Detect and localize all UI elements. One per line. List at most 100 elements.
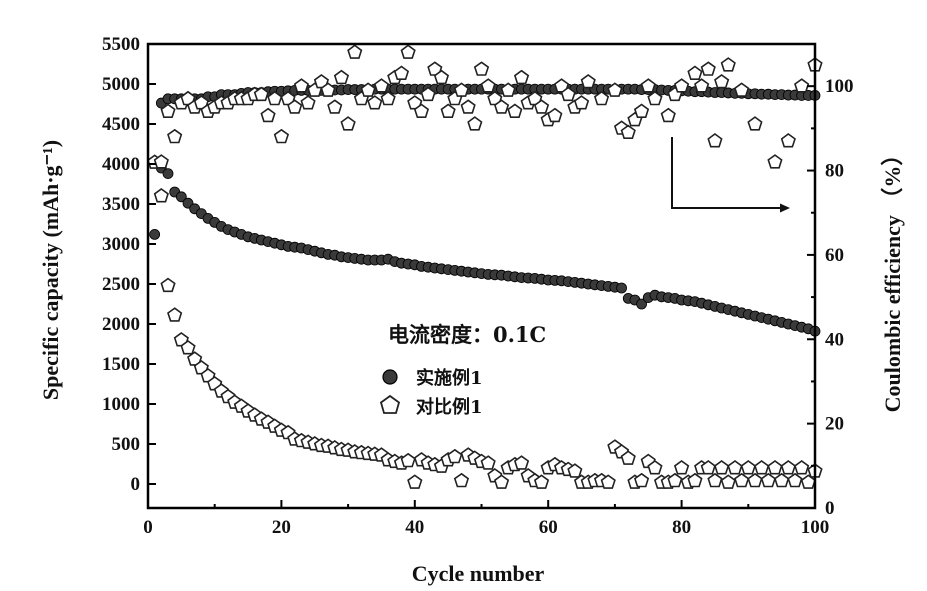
efficiency-point-series-2 [328, 100, 341, 113]
left-y-tick-label: 2500 [102, 274, 140, 295]
capacity-point-series-2 [402, 454, 415, 467]
left-y-tick-label: 0 [131, 474, 141, 495]
efficiency-point-series-2 [508, 105, 521, 118]
x-tick-label: 20 [272, 517, 291, 538]
efficiency-point-series-2 [548, 109, 561, 122]
efficiency-point-series-2 [475, 62, 488, 75]
efficiency-point-series-2 [482, 79, 495, 92]
efficiency-point-series-2 [748, 117, 761, 130]
efficiency-point-series-2 [575, 96, 588, 109]
capacity-point-series-2 [155, 189, 168, 202]
capacity-point-series-2 [675, 461, 688, 474]
right-y-tick-label: 40 [825, 329, 844, 350]
x-tick-label: 40 [405, 517, 424, 538]
left-y-tick-label: 1500 [102, 354, 140, 375]
efficiency-point-series-2 [168, 130, 181, 143]
capacity-point-series-1 [163, 169, 173, 179]
efficiency-point-series-2 [768, 155, 781, 168]
capacity-point-series-2 [168, 308, 181, 321]
right-y-tick-label: 80 [825, 161, 844, 182]
capacity-point-series-2 [728, 461, 741, 474]
efficiency-point-series-2 [375, 79, 388, 92]
efficiency-point-series-2 [735, 83, 748, 96]
efficiency-point-series-2 [702, 62, 715, 75]
efficiency-point-series-2 [341, 117, 354, 130]
legend-label-series-2: 对比例1 [416, 396, 483, 418]
efficiency-point-series-2 [635, 105, 648, 118]
left-y-tick-label: 500 [112, 434, 141, 455]
capacity-point-series-1 [617, 283, 627, 293]
right-y-tick-label: 20 [825, 414, 844, 435]
x-tick-label: 60 [539, 517, 558, 538]
efficiency-point-series-2 [722, 58, 735, 71]
capacity-point-series-2 [748, 474, 761, 487]
efficiency-point-series-2 [688, 67, 701, 80]
left-y-tick-label: 3500 [102, 194, 140, 215]
x-tick-label: 0 [143, 517, 153, 538]
right-y-tick-label: 100 [825, 76, 854, 97]
efficiency-point-series-2 [515, 71, 528, 84]
efficiency-point-series-2 [795, 79, 808, 92]
efficiency-point-series-2 [261, 109, 274, 122]
right-y-tick-label: 60 [825, 245, 844, 266]
capacity-point-series-2 [795, 461, 808, 474]
capacity-point-series-2 [515, 456, 528, 469]
capacity-point-series-2 [408, 475, 421, 488]
capacity-point-series-2 [768, 461, 781, 474]
efficiency-point-series-2 [782, 134, 795, 147]
efficiency-point-series-2 [662, 109, 675, 122]
right-y-axis-title: Coulombic efficiency （%） [880, 144, 905, 413]
capacity-point-series-2 [708, 474, 721, 487]
efficiency-point-series-2 [348, 45, 361, 58]
efficiency-point-series-2 [642, 79, 655, 92]
efficiency-point-series-2 [715, 75, 728, 88]
efficiency-point-series-2 [295, 79, 308, 92]
left-y-tick-label: 5500 [102, 34, 140, 55]
left-y-tick-label: 2000 [102, 314, 140, 335]
series-duibili-1 [148, 45, 822, 488]
x-tick-label: 80 [672, 517, 691, 538]
legend-marker-series-1 [383, 370, 397, 384]
efficiency-point-series-2 [675, 79, 688, 92]
efficiency-point-series-2 [462, 100, 475, 113]
efficiency-point-series-2 [301, 96, 314, 109]
efficiency-point-series-2 [368, 96, 381, 109]
left-y-tick-label: 4500 [102, 114, 140, 135]
right-axis-indicator-arrow [672, 137, 790, 213]
efficiency-point-series-2 [442, 105, 455, 118]
efficiency-point-series-2 [468, 117, 481, 130]
capacity-point-series-2 [448, 450, 461, 463]
legend: 实施例1 对比例1 [381, 367, 483, 418]
left-y-tick-label: 4000 [102, 154, 140, 175]
x-tick-label: 100 [801, 517, 830, 538]
capacity-point-series-2 [722, 475, 735, 488]
left-y-tick-label: 1000 [102, 394, 140, 415]
capacity-point-series-2 [782, 461, 795, 474]
legend-marker-series-2 [381, 396, 399, 413]
legend-label-series-1: 实施例1 [416, 367, 483, 389]
capacity-point-series-1 [150, 229, 160, 239]
capacity-point-series-2 [688, 474, 701, 487]
efficiency-point-series-2 [335, 71, 348, 84]
efficiency-point-series-2 [582, 75, 595, 88]
efficiency-point-series-2 [695, 79, 708, 92]
capacity-point-series-2 [742, 461, 755, 474]
current-density-annotation: 电流密度：0.1C [388, 322, 546, 347]
capacity-point-series-2 [668, 474, 681, 487]
capacity-point-series-2 [755, 461, 768, 474]
capacity-point-series-2 [635, 474, 648, 487]
left-y-tick-label: 5000 [102, 74, 140, 95]
efficiency-point-series-2 [395, 67, 408, 80]
right-y-tick-label: 0 [825, 498, 835, 519]
capacity-point-series-2 [161, 279, 174, 292]
efficiency-point-series-2 [275, 130, 288, 143]
capacity-point-series-2 [455, 474, 468, 487]
capacity-point-series-2 [788, 474, 801, 487]
series-shishili-1 [150, 84, 820, 336]
capacity-point-series-2 [762, 474, 775, 487]
capacity-point-series-2 [735, 474, 748, 487]
efficiency-point-series-2 [708, 134, 721, 147]
efficiency-point-series-2 [402, 45, 415, 58]
left-y-tick-label: 3000 [102, 234, 140, 255]
